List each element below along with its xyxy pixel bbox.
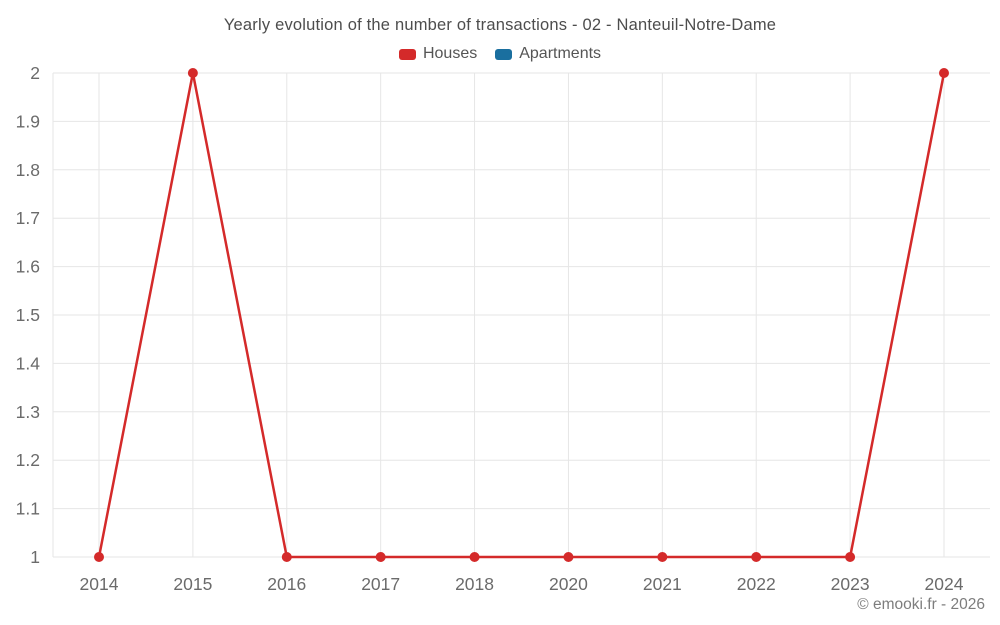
y-tick-label: 1 — [30, 547, 40, 567]
y-tick-label: 1.6 — [16, 257, 40, 277]
apartments-series-swatch-icon — [495, 48, 513, 60]
legend-item-apartments[interactable]: Apartments — [495, 45, 601, 63]
y-tick-label: 1.5 — [16, 305, 40, 325]
y-tick-label: 1.3 — [16, 402, 40, 422]
copyright-text: © emooki.fr - 2026 — [857, 596, 985, 613]
x-tick-label: 2017 — [361, 574, 400, 594]
data-point-houses-2018[interactable] — [469, 552, 480, 562]
y-tick-label: 2 — [30, 63, 40, 83]
x-tick-label: 2015 — [173, 574, 212, 594]
x-tick-label: 2024 — [925, 574, 964, 594]
legend: Houses Apartments — [0, 45, 1000, 63]
data-point-houses-2015[interactable] — [187, 68, 198, 78]
x-tick-label: 2020 — [549, 574, 588, 594]
y-tick-label: 1.1 — [16, 499, 40, 519]
data-point-houses-2021[interactable] — [657, 552, 668, 562]
data-point-houses-2023[interactable] — [845, 552, 856, 562]
x-tick-label: 2023 — [831, 574, 870, 594]
y-tick-label: 1.2 — [16, 450, 40, 470]
houses-series-swatch-icon — [398, 48, 416, 60]
y-tick-label: 1.4 — [16, 353, 41, 373]
x-tick-label: 2018 — [455, 574, 494, 594]
legend-label-apartments: Apartments — [519, 45, 602, 62]
data-point-houses-2016[interactable] — [281, 552, 292, 562]
data-point-houses-2022[interactable] — [751, 552, 762, 562]
data-point-houses-2017[interactable] — [375, 552, 386, 562]
chart-title: Yearly evolution of the number of transa… — [223, 16, 777, 34]
legend-label-houses: Houses — [422, 45, 478, 62]
y-tick-label: 1.9 — [16, 111, 40, 131]
y-tick-label: 1.7 — [16, 208, 40, 228]
x-tick-label: 2022 — [737, 574, 776, 594]
y-tick-label: 1.8 — [16, 160, 40, 180]
data-point-houses-2024[interactable] — [939, 68, 949, 78]
series-line-houses[interactable] — [97, 71, 946, 559]
x-tick-label: 2021 — [643, 574, 682, 594]
legend-item-houses[interactable]: Houses — [398, 45, 478, 63]
data-point-houses-2014[interactable] — [94, 552, 104, 562]
x-tick-label: 2016 — [267, 574, 306, 594]
data-point-houses-2020[interactable] — [563, 552, 574, 562]
x-tick-label: 2014 — [80, 574, 119, 594]
